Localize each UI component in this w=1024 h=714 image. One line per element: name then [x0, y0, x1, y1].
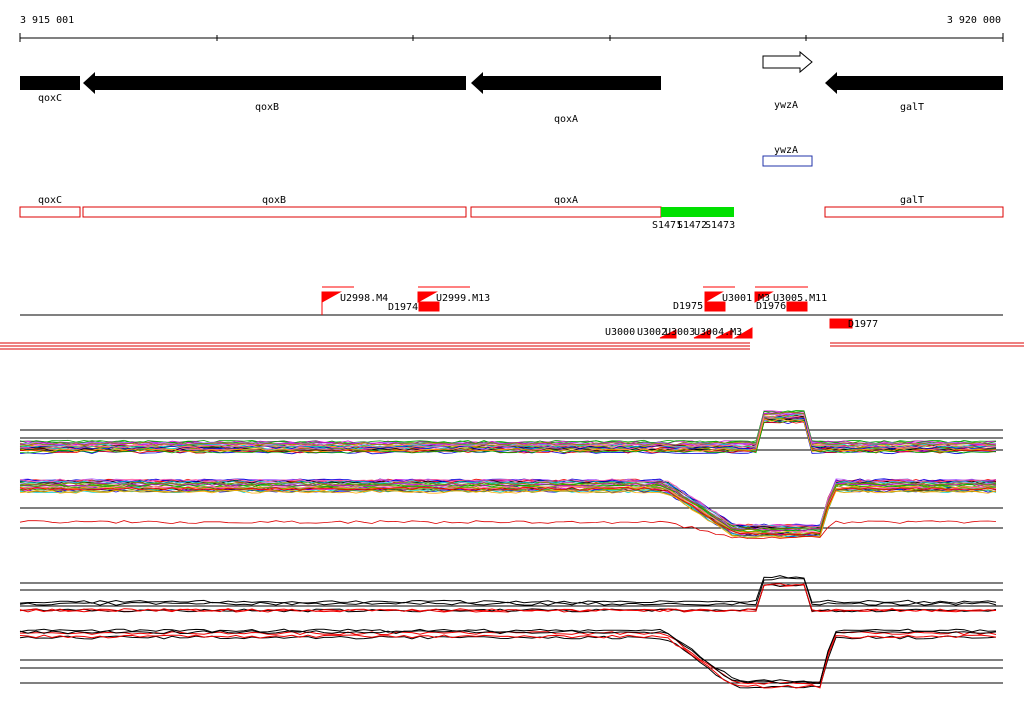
feature-label: D1976 — [756, 301, 786, 312]
expression-traces — [19, 410, 997, 689]
gene-label: galT — [900, 102, 924, 113]
gene-label: qoxB — [262, 195, 286, 206]
features — [321, 286, 853, 339]
trace — [19, 485, 997, 535]
gene-box — [762, 155, 813, 167]
trace — [19, 410, 997, 445]
trace — [19, 489, 997, 538]
trace — [19, 410, 997, 445]
trace — [19, 575, 997, 604]
feature-label: D1977 — [848, 319, 878, 330]
trace — [19, 488, 997, 538]
reference-lines — [20, 429, 1003, 684]
gene-label: qoxC — [38, 195, 62, 206]
track-lines — [0, 342, 1024, 350]
trace — [19, 583, 997, 613]
trace — [19, 489, 997, 538]
gene-label: galT — [900, 195, 924, 206]
trace — [19, 577, 997, 606]
trace — [19, 486, 997, 536]
trace — [19, 634, 997, 689]
feature-label: M3 — [758, 293, 770, 304]
gene-label: qoxA — [554, 114, 578, 125]
feature-label: U2998.M4 — [340, 293, 388, 304]
trace — [19, 412, 997, 446]
trace — [20, 631, 997, 685]
feature-label: U3000 — [605, 327, 635, 338]
feature-label: D1975 — [673, 301, 703, 312]
trace — [19, 418, 997, 452]
trace — [19, 414, 997, 449]
trace — [19, 478, 997, 528]
feature-label: D1974 — [388, 302, 418, 313]
trace — [19, 584, 997, 613]
feature-label: U2999.M13 — [436, 293, 490, 304]
trace — [19, 481, 997, 531]
trace — [19, 411, 997, 446]
feature-label: U3005.M11 — [773, 293, 827, 304]
feature-label: U3003 — [665, 327, 695, 338]
gene-label: ywzA — [774, 100, 798, 111]
feature-label: U3002 — [637, 327, 667, 338]
segment-label: S1471 — [652, 220, 682, 231]
gene-arrows — [20, 50, 1003, 94]
gene-boxes — [19, 206, 1004, 218]
ruler-start: 3 915 001 — [20, 15, 74, 26]
segment-label: S1473 — [705, 220, 735, 231]
segment-label: S1472 — [677, 220, 707, 231]
trace — [19, 635, 997, 689]
gene-label: ywzA — [774, 145, 798, 156]
gene-label: qoxC — [38, 93, 62, 104]
trace — [19, 489, 997, 539]
trace — [19, 482, 997, 532]
trace — [19, 412, 997, 446]
trace — [19, 486, 997, 535]
gene-label: qoxA — [554, 195, 578, 206]
ruler-end: 3 920 000 — [947, 15, 1001, 26]
trace — [19, 520, 997, 540]
trace — [19, 583, 997, 613]
trace — [19, 486, 997, 535]
feature-label: U3004.M3 — [694, 327, 742, 338]
ruler — [19, 33, 1004, 42]
feature-label: U3001 — [722, 293, 752, 304]
segment-box — [661, 207, 734, 217]
trace — [19, 485, 997, 535]
trace — [19, 628, 997, 683]
gene-label: qoxB — [255, 102, 279, 113]
